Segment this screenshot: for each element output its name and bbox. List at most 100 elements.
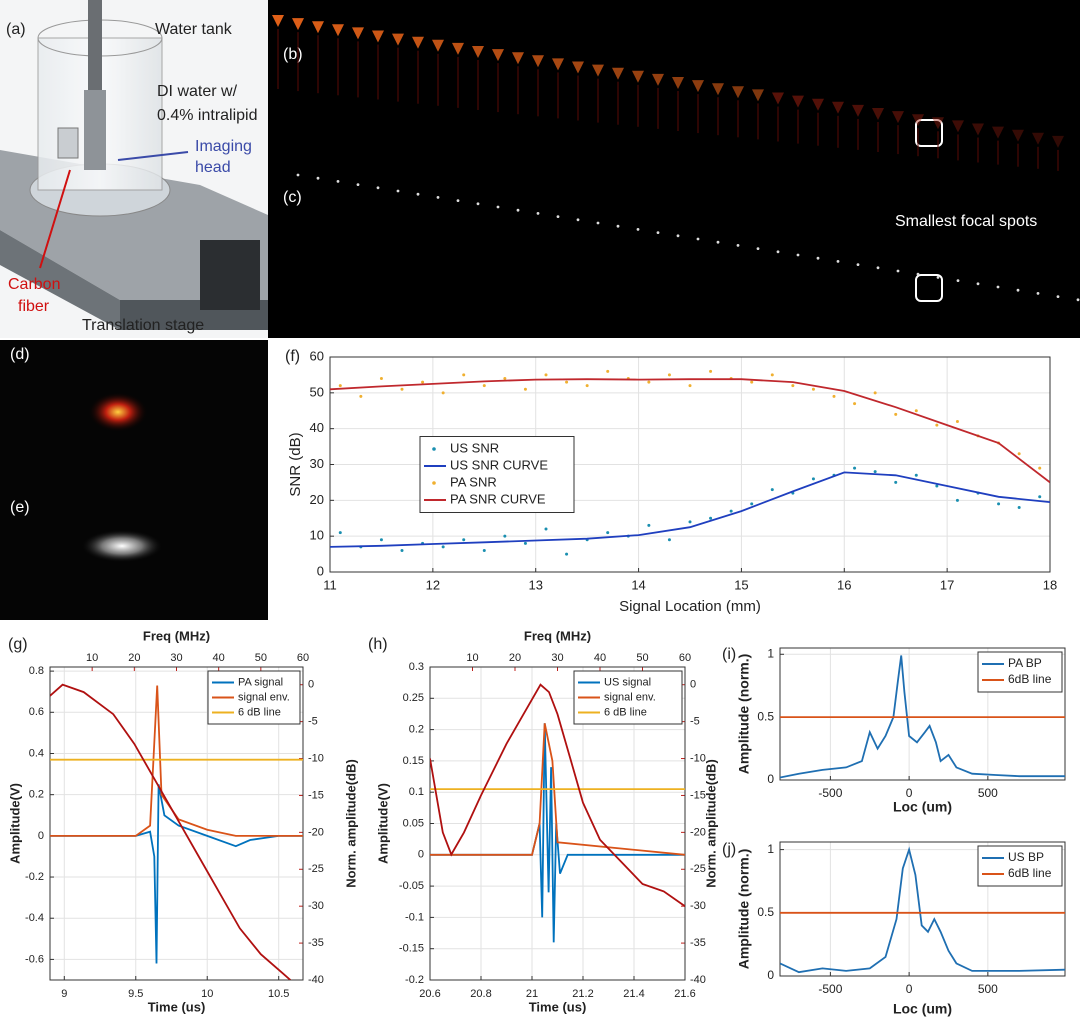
y-tick-label: 0.1 xyxy=(409,786,424,798)
focal-spot-b xyxy=(732,86,744,99)
focal-spot-b xyxy=(272,15,284,27)
series-point xyxy=(873,391,877,395)
focal-spot-b xyxy=(392,33,404,46)
series-point xyxy=(914,473,918,477)
y-tick-label: 60 xyxy=(310,348,324,363)
y-tick-label: -0.05 xyxy=(399,880,424,892)
focal-spot-b xyxy=(872,108,884,120)
y2-tick-label: -30 xyxy=(308,900,324,912)
streak-b xyxy=(817,112,819,146)
focal-spot xyxy=(82,530,162,562)
fiber-holder xyxy=(57,127,79,159)
focal-spot-b xyxy=(432,39,444,52)
series-point xyxy=(894,412,898,416)
focal-spot-c xyxy=(1076,298,1080,302)
series-point xyxy=(565,380,569,384)
series-point xyxy=(935,423,939,427)
series-point xyxy=(523,387,527,391)
y2-axis-label: Norm. amplitude(dB) xyxy=(343,759,358,888)
streak-b xyxy=(997,140,999,165)
x-tick-label: 20.8 xyxy=(470,988,491,1000)
focal-spot-b xyxy=(472,46,484,58)
series-line xyxy=(780,655,1065,779)
streak-b xyxy=(1037,146,1039,169)
x2-tick-label: 60 xyxy=(297,652,309,664)
series-point xyxy=(379,538,383,542)
streak-b xyxy=(517,66,519,115)
x-tick-label: 21.6 xyxy=(674,988,695,1000)
focal-spot-b xyxy=(972,123,984,136)
series-point xyxy=(688,520,692,524)
focal-spot-b xyxy=(452,42,464,55)
series-point xyxy=(750,380,754,384)
series-point xyxy=(441,391,445,395)
panel-de: (d) (e) xyxy=(0,340,268,620)
focal-spot-c xyxy=(956,279,960,282)
y-axis-label: Amplitude (norm.) xyxy=(736,654,752,775)
streak-b xyxy=(797,109,799,144)
y-tick-label: -0.2 xyxy=(405,974,424,986)
x-axis-label: Loc (um) xyxy=(893,1001,952,1017)
series-point xyxy=(544,527,548,531)
streak-b xyxy=(637,84,639,127)
streak-b xyxy=(577,75,579,121)
x2-tick-label: 50 xyxy=(636,652,648,664)
series-point xyxy=(750,502,754,506)
x-tick-label: 0 xyxy=(906,786,913,800)
annotation: fiber xyxy=(18,298,50,315)
streak-b xyxy=(477,60,479,110)
streak-b xyxy=(537,69,539,117)
y-tick-label: 40 xyxy=(310,420,324,435)
motor xyxy=(200,240,260,310)
series-line xyxy=(430,723,685,856)
series-point xyxy=(873,470,877,474)
streak-b xyxy=(717,97,719,136)
series-point xyxy=(338,531,342,535)
x-tick-label: 20.6 xyxy=(419,988,440,1000)
x-tick-label: 16 xyxy=(837,577,851,592)
chart: 11 12 13 14 15 16 17 18 0 10 20 30 40 50 60 Signal Loca… xyxy=(285,348,1057,615)
chart: -500 0 500 0 0.5 1 Loc (um) Amplitude (norm.)(j… xyxy=(722,841,1066,1017)
x-tick-label: 21.2 xyxy=(572,988,593,1000)
panel-a: (a) Water tank DI water w/ 0.4% intralip… xyxy=(0,0,268,338)
x-axis-label: Loc (um) xyxy=(893,799,952,815)
series-point xyxy=(503,377,507,380)
panel-label: (d) xyxy=(10,346,30,363)
streak-b xyxy=(397,47,399,102)
series-line xyxy=(50,685,303,837)
x-tick-label: 21 xyxy=(526,988,538,1000)
streak-b xyxy=(957,134,959,161)
streak-b xyxy=(837,115,839,148)
x-tick-label: 500 xyxy=(978,786,998,800)
image-bg xyxy=(268,0,1080,338)
y-tick-label: 0.3 xyxy=(409,661,424,673)
x2-tick-label: 40 xyxy=(213,652,225,664)
x-axis-label: Time (us) xyxy=(529,999,587,1014)
y-tick-label: -0.15 xyxy=(399,943,424,955)
streak-b xyxy=(937,131,939,159)
y-tick-label: 50 xyxy=(310,384,324,399)
x2-tick-label: 30 xyxy=(551,652,563,664)
focal-spot-b xyxy=(892,111,904,124)
series-point xyxy=(606,531,610,535)
x-tick-label: -500 xyxy=(818,786,842,800)
x-tick-label: 13 xyxy=(528,577,542,592)
legend-swatch xyxy=(432,447,436,451)
streak-b xyxy=(657,87,659,129)
focal-spot-c xyxy=(696,237,700,241)
chart: 20.6 20.8 21 21.2 21.4 21.6 -0.2 -0.15 -0.1 -0.05… xyxy=(368,628,718,1014)
series-point xyxy=(853,466,857,470)
chart: -500 0 500 0 0.5 1 Loc (um) Amplitude (norm.)(i… xyxy=(722,646,1066,815)
x2-tick-label: 50 xyxy=(255,652,267,664)
focal-spot-b xyxy=(372,30,384,43)
series-point xyxy=(914,409,918,413)
focal-spot-b xyxy=(932,117,944,130)
y2-tick-label: -25 xyxy=(690,863,706,875)
focal-spot-c xyxy=(516,208,520,212)
streak-b xyxy=(697,94,699,134)
legend-label: US SNR xyxy=(450,440,499,455)
series-point xyxy=(770,488,774,492)
legend-label: signal env. xyxy=(238,691,290,703)
series-point xyxy=(894,480,898,484)
series-point xyxy=(811,477,815,481)
